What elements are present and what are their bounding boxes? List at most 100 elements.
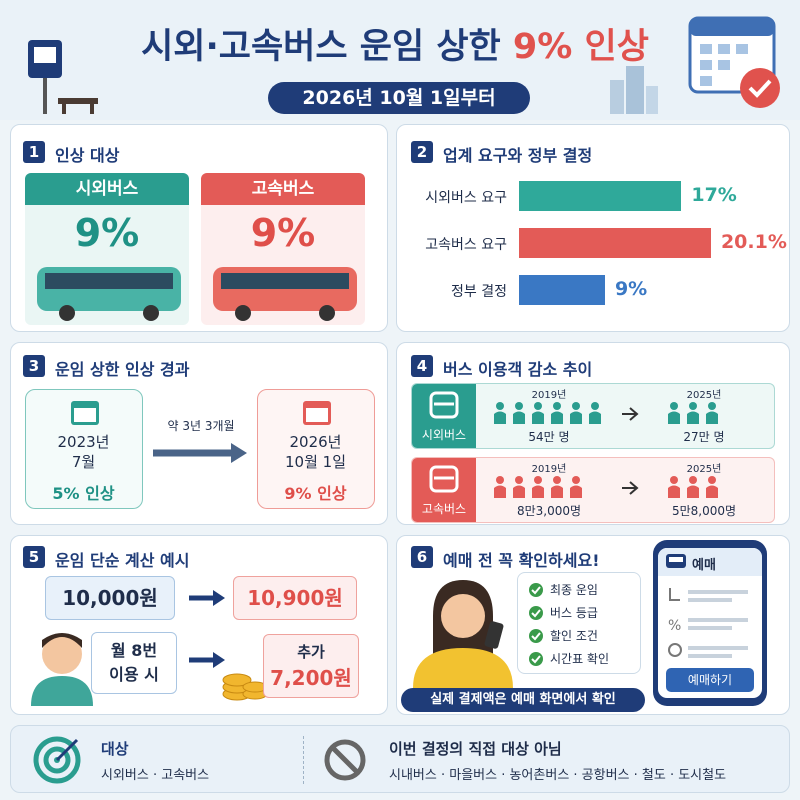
card-label: 시외버스: [25, 173, 189, 205]
section-number: 4: [411, 355, 433, 377]
bar-value: 9%: [614, 278, 648, 300]
check-icon: [529, 606, 543, 620]
bar-label: 시외버스 요구: [425, 190, 507, 206]
app-title: 예매: [692, 558, 716, 573]
bar: [519, 181, 682, 211]
bar: [519, 275, 605, 305]
section-title: 버스 이용객 감소 추이: [443, 360, 593, 379]
date-line: 7월: [71, 453, 96, 471]
target-text: 시외버스 · 고속버스: [101, 768, 210, 783]
panel: 2 업계 요구와 정부 결정 시외버스 요구 17% 고속버스 요구 20.1% 정부 …: [396, 124, 790, 332]
check-item: 최종 운임: [550, 583, 598, 597]
usage-line: 월 8번: [110, 641, 158, 660]
check-icon: [529, 583, 543, 597]
svg-text:%: %: [668, 618, 681, 634]
exclude-text: 시내버스 · 마을버스 · 농어촌버스 · 공항버스 · 철도 · 도시철도: [389, 768, 727, 783]
bar-label: 정부 결정: [451, 284, 507, 300]
change: 5% 인상: [52, 484, 115, 503]
footer: 대상 시외버스 · 고속버스 이번 결정의 직접 대상 아님 시내버스 · 마을…: [10, 725, 790, 793]
count: 27만 명: [683, 430, 725, 444]
section-title: 인상 대상: [55, 146, 120, 165]
change: 9% 인상: [284, 484, 347, 503]
calendar-icon: [71, 401, 99, 425]
arrow: [189, 652, 225, 668]
section-number: 1: [23, 141, 45, 163]
count: 54만 명: [528, 430, 570, 444]
trend-label: 고속버스: [421, 502, 467, 516]
panel: 1 인상 대상 시외버스 9% 고속버스 9%: [10, 124, 388, 332]
usage-line: 이용 시: [109, 665, 159, 684]
interval: 약 3년 3개월: [167, 419, 235, 433]
people-icons: [494, 476, 718, 498]
bus-icon: [213, 267, 357, 321]
date-line: 2026년: [289, 433, 342, 451]
bar-value: 20.1%: [720, 231, 787, 253]
year: 2025년: [686, 390, 722, 401]
check-icon: [529, 652, 543, 666]
phone-screen: 예매 % 예매하기: [658, 548, 762, 698]
check-item: 할인 조건: [550, 629, 598, 643]
trend-row: 시외버스 2019년 2025년 54만 명 27만 명: [411, 383, 775, 449]
section-title: 운임 단순 계산 예시: [55, 551, 190, 570]
extra-ticket: 추가 7,200원: [263, 634, 359, 698]
coins-icon: [222, 673, 268, 701]
panel: 5 운임 단순 계산 예시 10,000원 10,900원 월 8번 이용 시 추…: [10, 535, 388, 715]
section-number: 2: [411, 141, 433, 163]
calendar-icon: [303, 401, 331, 425]
card: 고속버스 9%: [201, 173, 365, 325]
count: 5만8,000명: [671, 504, 737, 518]
bar-label: 고속버스 요구: [425, 237, 507, 253]
subtitle: 2026년 10월 1일부터: [268, 82, 530, 114]
section-title: 업계 요구와 정부 결정: [443, 146, 593, 165]
year: 2019년: [531, 390, 567, 401]
trend-row: 고속버스 2019년 2025년 8만3,000명 5만8,000명: [411, 457, 775, 523]
section-number: 6: [411, 546, 433, 568]
card-value: 9%: [74, 211, 140, 255]
people-icons: [494, 402, 718, 424]
date: 2023년 7월: [26, 432, 141, 472]
title-highlight: 9% 인상: [512, 27, 649, 67]
target-icon: [33, 736, 81, 784]
card-value: 9%: [250, 211, 316, 255]
card-label: 고속버스: [201, 173, 365, 205]
app-rows: %: [668, 588, 748, 658]
bar-value: 17%: [691, 184, 737, 206]
trend-label: 시외버스: [421, 428, 467, 442]
exclude-title: 이번 결정의 직접 대상 아님: [389, 740, 562, 758]
no-icon: [324, 739, 366, 781]
bus-icon: [429, 391, 459, 419]
woman-illustration: [413, 580, 513, 688]
bar: [519, 228, 711, 258]
check-item: 버스 등급: [550, 606, 598, 620]
fare-ticket: 10,000원: [45, 576, 175, 620]
timeline-box: 2023년 7월 5% 인상: [25, 389, 143, 509]
section-title: 운임 상한 인상 경과: [55, 360, 190, 379]
date-line: 10월 1일: [285, 453, 346, 471]
bus-icon: [429, 465, 459, 493]
arrow: [189, 590, 225, 606]
section-number: 3: [23, 355, 45, 377]
date-line: 2023년: [57, 433, 110, 451]
section-title: 예매 전 꼭 확인하세요!: [443, 551, 600, 570]
extra-label: 추가: [297, 643, 325, 661]
title: 시외·고속버스 운임 상한 9% 인상: [90, 18, 700, 69]
check-item: 시간표 확인: [550, 652, 610, 666]
card: 시외버스 9%: [25, 173, 189, 325]
target-title: 대상: [101, 740, 129, 758]
phone: 예매 % 예매하기: [653, 540, 767, 706]
count: 8만3,000명: [516, 504, 582, 518]
bus-icon: [37, 267, 181, 321]
date: 2026년 10월 1일: [258, 432, 373, 472]
check-icon: [529, 629, 543, 643]
bus-icon: [666, 554, 686, 568]
app-button[interactable]: 예매하기: [666, 668, 754, 692]
year: 2019년: [531, 464, 567, 475]
section-number: 5: [23, 546, 45, 568]
year: 2025년: [686, 464, 722, 475]
arrow: [153, 443, 247, 463]
